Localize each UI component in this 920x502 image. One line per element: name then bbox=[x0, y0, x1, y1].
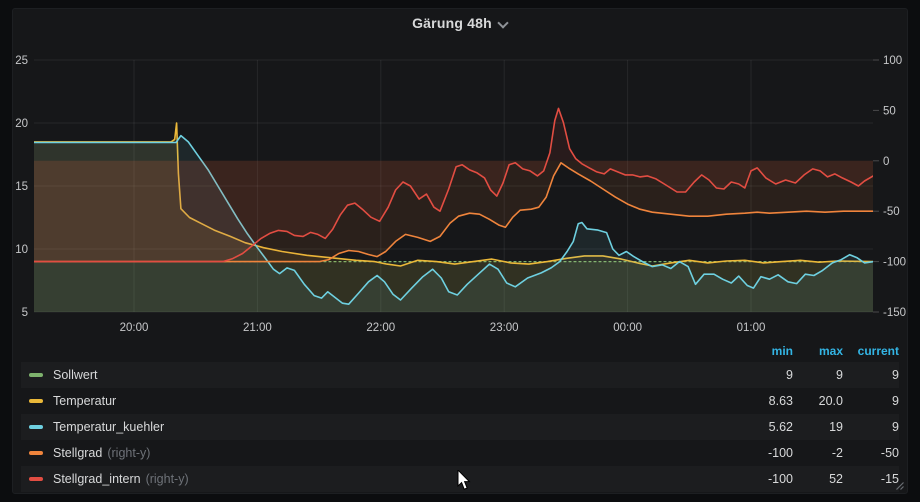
svg-text:5: 5 bbox=[22, 307, 28, 319]
series-max: 52 bbox=[829, 472, 843, 486]
legend-header: min max current bbox=[21, 340, 899, 362]
legend-rows: Sollwert 9 9 9 Temperatur 8.63 20.0 9 Te… bbox=[21, 362, 899, 492]
series-name[interactable]: Temperatur bbox=[53, 394, 117, 408]
series-max: -2 bbox=[831, 446, 843, 460]
series-name[interactable]: Temperatur_kuehler bbox=[53, 420, 165, 434]
svg-text:50: 50 bbox=[883, 105, 896, 117]
legend-row: Sollwert 9 9 9 bbox=[21, 362, 899, 388]
series-fill-Sollwert bbox=[34, 261, 873, 312]
series-color-swatch[interactable] bbox=[29, 399, 43, 403]
graph-panel: 25 20 15 10 5 100 50 0 -50 -100 -150 20:00 21:00 22:0… bbox=[12, 8, 908, 494]
series-color-swatch[interactable] bbox=[29, 425, 43, 429]
series-color-swatch[interactable] bbox=[29, 451, 43, 455]
panel-title[interactable]: Gärung 48h bbox=[412, 15, 492, 31]
svg-text:25: 25 bbox=[15, 55, 28, 67]
series-fill-Stellgrad_intern bbox=[34, 108, 873, 262]
legend-row: Temperatur 8.63 20.0 9 bbox=[21, 388, 899, 414]
svg-text:22:00: 22:00 bbox=[366, 322, 395, 334]
series-group bbox=[34, 107, 873, 312]
svg-text:00:00: 00:00 bbox=[613, 322, 642, 334]
legend-row: Stellgrad (right-y) -100 -2 -50 bbox=[21, 440, 899, 466]
svg-text:10: 10 bbox=[15, 244, 28, 256]
series-color-swatch[interactable] bbox=[29, 373, 43, 377]
series-current: 9 bbox=[892, 368, 899, 382]
series-min: 5.62 bbox=[768, 420, 793, 434]
series-current: -50 bbox=[880, 446, 899, 460]
series-max: 9 bbox=[836, 368, 843, 382]
svg-text:23:00: 23:00 bbox=[490, 322, 519, 334]
series-fill-Stellgrad bbox=[34, 160, 873, 262]
right-y-tag: (right-y) bbox=[107, 446, 151, 460]
legend-row: Stellgrad_intern (right-y) -100 52 -15 bbox=[21, 466, 899, 492]
svg-text:20: 20 bbox=[15, 118, 28, 130]
series-current: 9 bbox=[892, 394, 899, 408]
legend-table: min max current Sollwert 9 9 9 Temperatu… bbox=[21, 340, 899, 492]
series-line-Temperatur_kuehler bbox=[34, 134, 873, 305]
series-line-Temperatur bbox=[34, 122, 873, 267]
chevron-down-icon bbox=[499, 17, 508, 26]
legend-col-current[interactable]: current bbox=[857, 344, 899, 358]
svg-text:21:00: 21:00 bbox=[243, 322, 272, 334]
series-min: 8.63 bbox=[768, 394, 793, 408]
svg-text:20:00: 20:00 bbox=[120, 322, 149, 334]
series-current: 9 bbox=[892, 420, 899, 434]
legend-col-min[interactable]: min bbox=[771, 344, 793, 358]
series-name[interactable]: Stellgrad bbox=[53, 446, 103, 460]
svg-text:15: 15 bbox=[15, 181, 28, 193]
svg-text:-100: -100 bbox=[883, 257, 906, 269]
series-min: -100 bbox=[767, 472, 793, 486]
chart-svg[interactable]: 25 20 15 10 5 100 50 0 -50 -100 -150 20:00 21:00 22:0… bbox=[13, 9, 909, 495]
svg-text:0: 0 bbox=[883, 156, 889, 168]
legend-row: Temperatur_kuehler 5.62 19 9 bbox=[21, 414, 899, 440]
panel-resize-handle[interactable] bbox=[895, 481, 904, 490]
right-y-tag: (right-y) bbox=[145, 472, 189, 486]
series-name[interactable]: Stellgrad_intern bbox=[53, 472, 141, 486]
series-line-Stellgrad_intern bbox=[34, 107, 873, 263]
series-max: 19 bbox=[829, 420, 843, 434]
series-fill-Temperatur_kuehler bbox=[34, 135, 873, 312]
svg-text:01:00: 01:00 bbox=[737, 322, 766, 334]
series-color-swatch[interactable] bbox=[29, 477, 43, 481]
series-line-Stellgrad bbox=[34, 162, 873, 263]
grid bbox=[34, 59, 879, 313]
legend-col-max[interactable]: max bbox=[818, 344, 843, 358]
axis-labels: 25 20 15 10 5 100 50 0 -50 -100 -150 20:00 21:00 22:0… bbox=[15, 55, 906, 334]
series-current: -15 bbox=[880, 472, 899, 486]
series-name[interactable]: Sollwert bbox=[53, 368, 98, 382]
series-min: 9 bbox=[786, 368, 793, 382]
svg-text:-50: -50 bbox=[883, 206, 900, 218]
series-max: 20.0 bbox=[818, 394, 843, 408]
svg-text:-150: -150 bbox=[883, 307, 906, 319]
series-min: -100 bbox=[767, 446, 793, 460]
panel-header[interactable]: Gärung 48h bbox=[13, 9, 907, 37]
svg-text:100: 100 bbox=[883, 55, 902, 67]
